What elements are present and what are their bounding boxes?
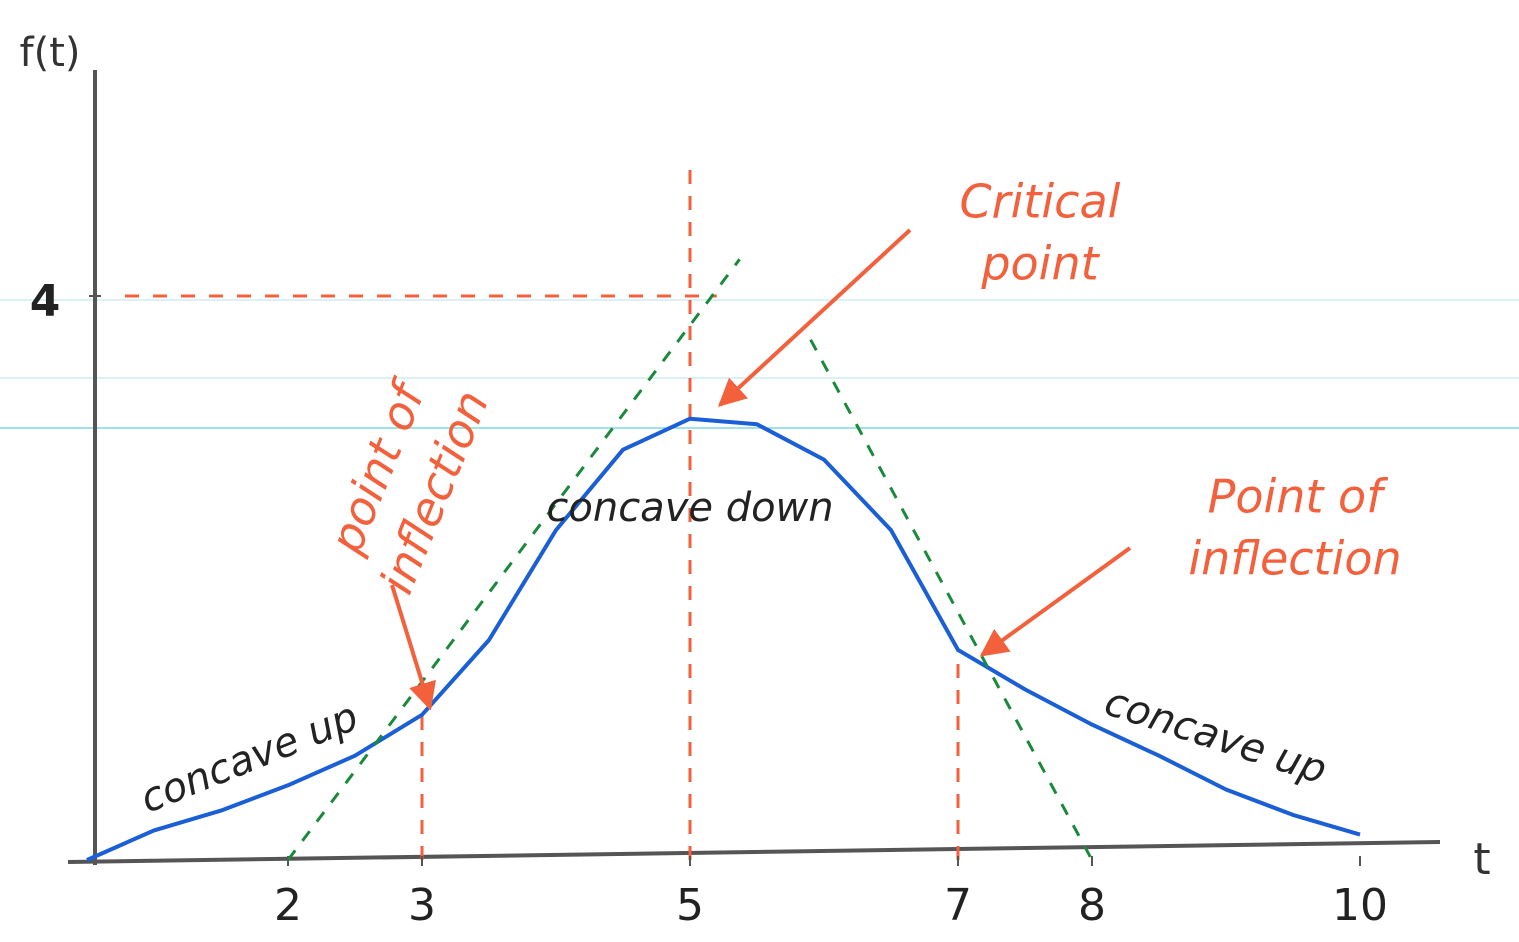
annotation-arrow (392, 585, 430, 708)
region-label: concave down (546, 485, 833, 531)
x-tick-label: 3 (408, 880, 436, 931)
annotation-arrow (982, 548, 1130, 655)
x-tick-label: 2 (274, 880, 302, 931)
x-tick-label: 8 (1078, 880, 1106, 931)
annotation-text: Point of (1208, 470, 1389, 524)
region-label: concave up (134, 694, 365, 823)
x-axis (68, 842, 1440, 862)
annotation-text: point (980, 237, 1100, 291)
x-tick-label: 10 (1332, 880, 1388, 931)
annotation-text: inflection (1188, 532, 1401, 586)
x-tick-label: 7 (944, 880, 972, 931)
annotation-text: Critical (960, 175, 1121, 229)
annotation: Critical point (960, 175, 1121, 291)
tangent-line (811, 340, 1092, 860)
annotation: Point of inflection (1188, 470, 1401, 586)
y-tick-label: 4 (30, 276, 61, 327)
chart: f(t) t 2 3 5 7 8 10 4 concave up concave down con… (0, 0, 1519, 942)
x-tick-label: 5 (676, 880, 704, 931)
tangent-line (288, 259, 740, 860)
x-axis-label: t (1473, 834, 1490, 885)
region-label: concave up (1099, 679, 1332, 794)
y-axis-label: f(t) (20, 30, 81, 76)
paper-rules (0, 300, 1519, 428)
